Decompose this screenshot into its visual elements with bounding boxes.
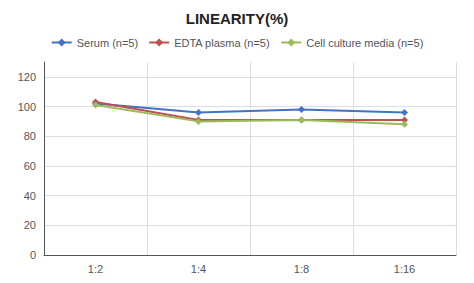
- svg-text:LINEARITY(%): LINEARITY(%): [186, 10, 289, 27]
- svg-text:EDTA plasma (n=5): EDTA plasma (n=5): [174, 37, 269, 49]
- svg-text:1:4: 1:4: [191, 263, 206, 275]
- svg-text:80: 80: [24, 130, 36, 142]
- svg-text:60: 60: [24, 160, 36, 172]
- svg-text:20: 20: [24, 219, 36, 231]
- svg-text:1:8: 1:8: [294, 263, 309, 275]
- svg-text:40: 40: [24, 190, 36, 202]
- svg-text:1:16: 1:16: [394, 263, 415, 275]
- svg-text:1:2: 1:2: [88, 263, 103, 275]
- svg-text:100: 100: [18, 101, 36, 113]
- svg-text:Cell culture media (n=5): Cell culture media (n=5): [306, 37, 423, 49]
- svg-text:Serum (n=5): Serum (n=5): [77, 37, 138, 49]
- svg-text:0: 0: [30, 249, 36, 261]
- svg-text:120: 120: [18, 71, 36, 83]
